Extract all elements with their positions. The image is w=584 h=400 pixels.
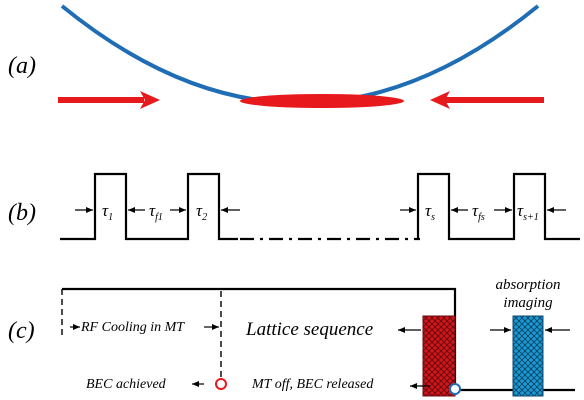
trap-potential-curve [60,4,540,105]
absorption-imaging-label-line1: absorption [495,277,560,293]
atom-cloud [240,94,404,108]
panel-b: (b) τ1 τf1 τ2 τs [8,172,580,241]
left-laser-beam-arrow [58,91,160,109]
rf-cooling-label: RF Cooling in MT [80,320,185,335]
absorption-imaging-block [512,315,544,397]
bec-achieved-marker [215,378,227,390]
pulse-train-right [416,172,580,241]
panel-c: (c) RF Cooling in MT BEC achieved Lattic… [8,277,575,397]
right-laser-beam-arrow [430,91,544,109]
tau-s-plus-1-label: τs+1 [517,201,539,223]
bec-achieved-label: BEC achieved [86,377,167,392]
bec-released-marker [449,383,461,395]
lattice-sequence-label: Lattice sequence [245,319,373,340]
mt-off-label: MT off, BEC released [251,377,374,392]
absorption-imaging-label-line2: imaging [503,295,553,311]
panel-b-label: (b) [8,200,36,226]
panel-c-label: (c) [8,318,35,344]
tau-fs-label: τfs [472,201,485,223]
tau-s-label: τs [425,201,435,223]
panel-a: (a) [8,4,544,109]
pulse-train-left [60,172,238,241]
tau-2-label: τ2 [196,201,207,223]
tau-1-label: τ1 [102,201,113,223]
tau-f1-label: τf1 [149,201,163,223]
panel-a-label: (a) [8,53,36,79]
lattice-sequence-block [422,315,456,397]
